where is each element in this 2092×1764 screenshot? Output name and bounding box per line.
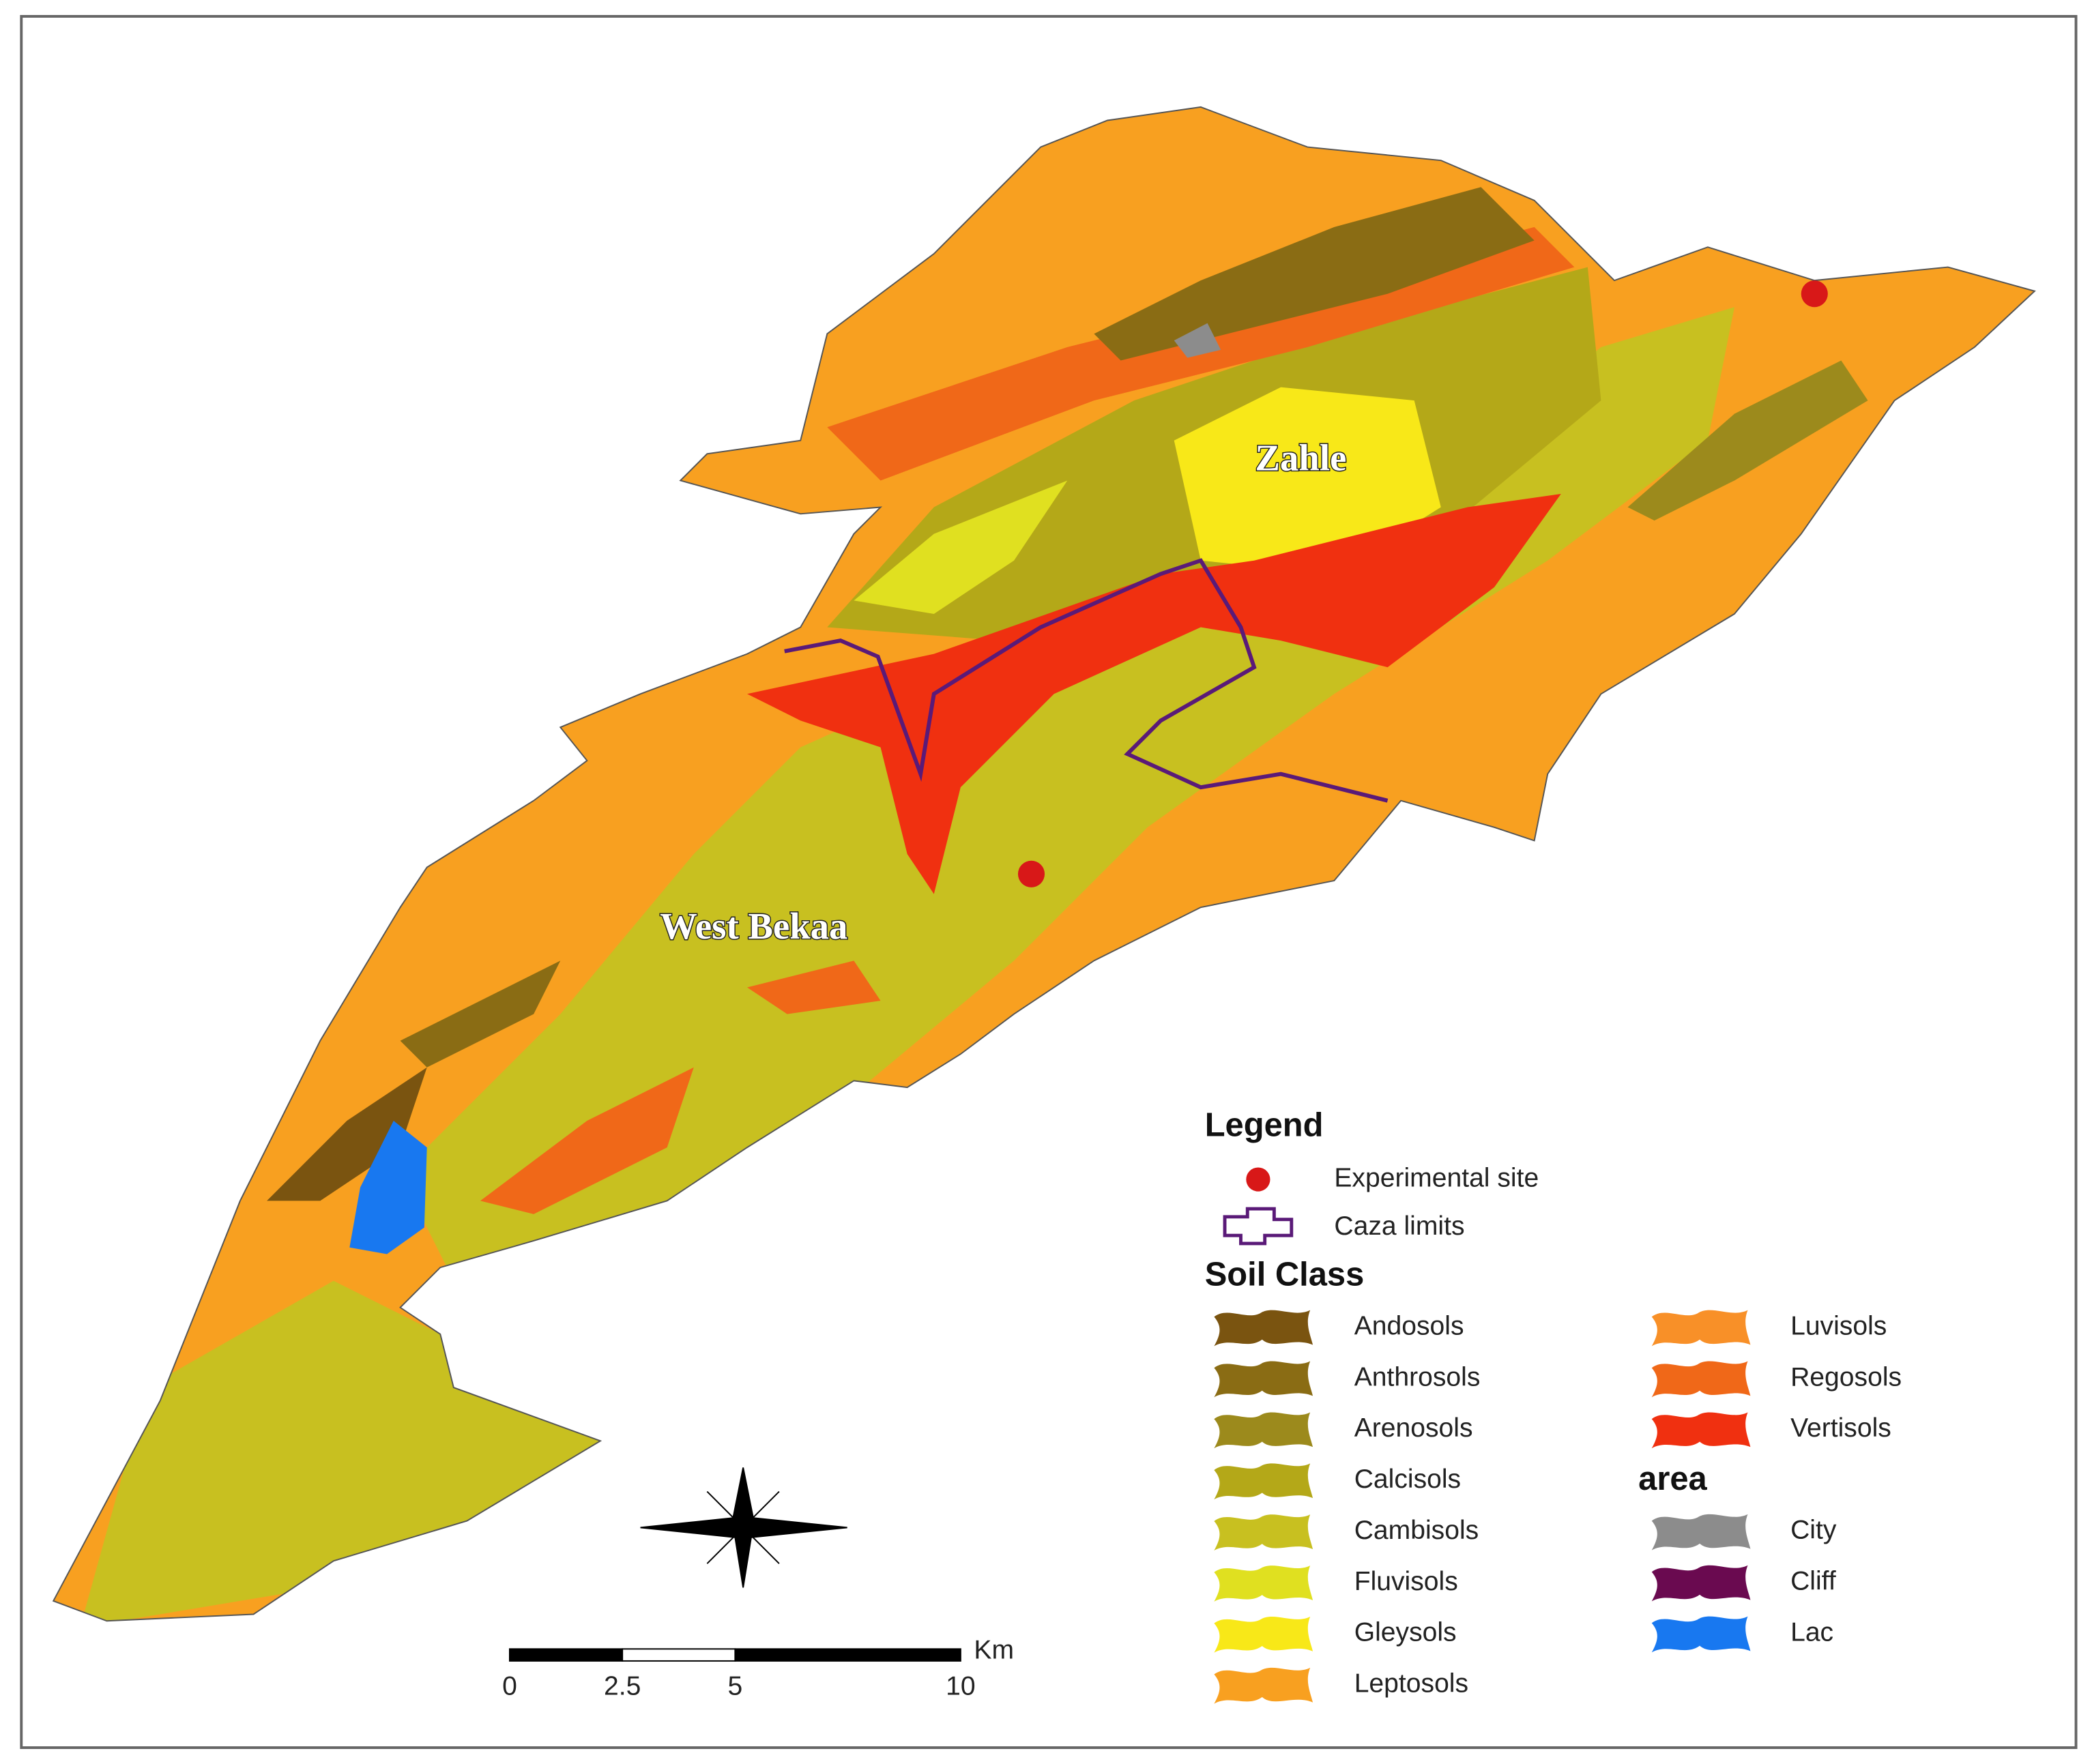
legend-swatch <box>1214 1617 1313 1653</box>
scale-segment <box>508 1648 624 1662</box>
legend-swatch <box>1651 1565 1751 1602</box>
scale-label: 5 <box>728 1671 743 1701</box>
lake <box>349 1121 427 1254</box>
legend-swatch <box>1651 1514 1751 1550</box>
legend-label: Gleysols <box>1354 1618 1457 1647</box>
legend-label: Arenosols <box>1354 1413 1473 1443</box>
legend-label: Luvisols <box>1790 1311 1887 1340</box>
soil-patch <box>1627 360 1868 521</box>
legend-swatch <box>1214 1310 1313 1347</box>
caza-limit <box>784 558 1389 803</box>
legend-swatch <box>1214 1565 1313 1602</box>
soil-patch <box>1094 187 1535 361</box>
legend-subtitle: area <box>1638 1460 1707 1497</box>
legend-subtitle: Soil Class <box>1205 1256 1365 1293</box>
soil-patch <box>747 493 1561 894</box>
scale-label: 2.5 <box>604 1671 641 1701</box>
legend-title: Legend <box>1205 1107 1324 1144</box>
legend-label: City <box>1790 1516 1837 1545</box>
scale-bar: 0 2.5 5 10 Km <box>502 1636 1014 1701</box>
soil-patch <box>267 1067 427 1201</box>
legend-swatch <box>1651 1310 1751 1347</box>
legend-swatch <box>1651 1361 1751 1398</box>
legend-label: Regosols <box>1790 1362 1902 1392</box>
soil-patch <box>747 960 881 1014</box>
compass <box>640 1467 847 1588</box>
scale-segment <box>734 1648 961 1662</box>
place-label: Zahle <box>1255 437 1347 479</box>
experimental-site <box>1801 280 1828 308</box>
place-label: West Bekaa <box>660 905 847 947</box>
scale-label: 0 <box>502 1671 517 1701</box>
soil-patch <box>854 480 1068 614</box>
legend-label: Leptosols <box>1354 1669 1468 1699</box>
soil-patch <box>480 1067 694 1214</box>
city <box>1174 323 1221 358</box>
soil-patch <box>1174 387 1441 574</box>
legend-swatch <box>1214 1667 1313 1704</box>
legend-swatch <box>1214 1514 1313 1551</box>
legend-label: Anthrosols <box>1354 1362 1481 1392</box>
legend-label: Vertisols <box>1790 1413 1891 1443</box>
legend: Legend Experimental site Caza limits Soi… <box>1205 1107 1902 1704</box>
scale-segment <box>622 1648 736 1662</box>
legend-label: Lac <box>1790 1617 1833 1647</box>
legend-swatch <box>1214 1412 1313 1449</box>
legend-label: Fluvisols <box>1354 1567 1458 1596</box>
legend-symbol <box>1246 1167 1270 1192</box>
legend-label: Cambisols <box>1354 1516 1479 1545</box>
legend-label: Calcisols <box>1354 1465 1461 1494</box>
legend-swatch <box>1651 1616 1751 1653</box>
scale-unit: Km <box>974 1636 1014 1665</box>
experimental-site <box>1017 860 1045 887</box>
legend-swatch <box>1651 1412 1751 1449</box>
soil-patch <box>400 960 561 1068</box>
legend-symbol <box>1223 1207 1294 1246</box>
legend-swatch <box>1214 1463 1313 1500</box>
legend-label: Caza limits <box>1334 1211 1464 1241</box>
legend-swatch <box>1214 1361 1313 1398</box>
legend-label: Cliff <box>1790 1566 1836 1596</box>
legend-label: Andosols <box>1354 1311 1464 1340</box>
legend-label: Experimental site <box>1334 1163 1539 1192</box>
scale-label: 10 <box>946 1671 975 1701</box>
